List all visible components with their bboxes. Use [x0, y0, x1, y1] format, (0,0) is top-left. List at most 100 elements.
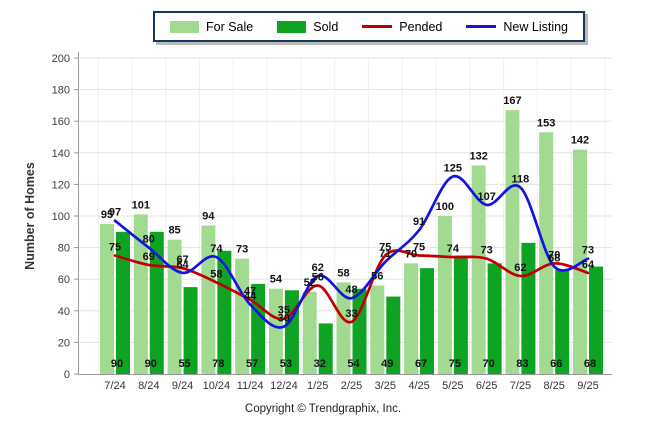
svg-text:75: 75: [449, 358, 461, 370]
svg-text:60: 60: [58, 274, 70, 286]
svg-text:35: 35: [278, 305, 290, 317]
svg-text:68: 68: [548, 253, 560, 265]
svg-text:64: 64: [176, 259, 189, 271]
legend-label-new-listing: New Listing: [503, 19, 569, 34]
svg-text:153: 153: [537, 117, 555, 129]
svg-text:94: 94: [202, 210, 215, 222]
svg-text:120: 120: [52, 179, 70, 191]
svg-text:58: 58: [210, 268, 222, 280]
svg-text:33: 33: [345, 308, 357, 320]
svg-text:6/25: 6/25: [476, 380, 497, 392]
svg-text:53: 53: [280, 358, 292, 370]
svg-text:118: 118: [512, 174, 530, 186]
svg-text:62: 62: [514, 262, 526, 274]
svg-text:91: 91: [413, 216, 425, 228]
svg-text:73: 73: [481, 245, 493, 257]
new-listing-swatch: [466, 25, 497, 28]
svg-text:11/24: 11/24: [237, 380, 264, 392]
svg-text:73: 73: [582, 245, 594, 257]
svg-text:1/25: 1/25: [307, 380, 328, 392]
svg-text:74: 74: [447, 243, 460, 255]
svg-text:90: 90: [111, 358, 123, 370]
legend-label-for-sale: For Sale: [206, 19, 254, 34]
svg-text:90: 90: [145, 358, 157, 370]
svg-text:97: 97: [109, 207, 121, 219]
svg-text:58: 58: [337, 267, 349, 279]
svg-text:20: 20: [58, 337, 70, 349]
svg-text:4/25: 4/25: [408, 380, 429, 392]
legend-item-sold: Sold: [277, 20, 338, 34]
svg-text:7/24: 7/24: [104, 380, 125, 392]
svg-text:70: 70: [405, 248, 417, 260]
svg-text:167: 167: [503, 95, 521, 107]
legend-label-sold: Sold: [313, 19, 339, 34]
svg-text:30: 30: [278, 313, 290, 325]
svg-text:132: 132: [469, 150, 487, 162]
svg-text:7/25: 7/25: [510, 380, 531, 392]
svg-text:62: 62: [312, 262, 324, 274]
svg-text:47: 47: [244, 286, 256, 298]
svg-text:55: 55: [178, 358, 190, 370]
svg-text:9/25: 9/25: [577, 380, 598, 392]
svg-text:8/25: 8/25: [544, 380, 565, 392]
legend-item-pended: Pended: [362, 20, 442, 34]
svg-text:160: 160: [52, 116, 70, 128]
svg-text:75: 75: [109, 242, 121, 254]
svg-text:40: 40: [58, 306, 70, 318]
svg-text:70: 70: [548, 249, 560, 261]
svg-text:67: 67: [176, 254, 188, 266]
svg-text:73: 73: [236, 244, 248, 256]
svg-text:48: 48: [345, 284, 357, 296]
svg-text:8/24: 8/24: [138, 380, 159, 392]
sold-swatch: [277, 20, 307, 33]
svg-text:140: 140: [52, 148, 70, 160]
svg-text:44: 44: [244, 290, 257, 302]
svg-text:68: 68: [584, 358, 596, 370]
svg-text:83: 83: [516, 358, 528, 370]
svg-text:12/24: 12/24: [270, 380, 298, 392]
legend-item-new-listing: New Listing: [466, 20, 568, 34]
copyright-text: Copyright © Trendgraphix, Inc.: [244, 403, 402, 415]
svg-text:180: 180: [52, 85, 70, 97]
svg-text:10/24: 10/24: [203, 380, 231, 392]
svg-text:95: 95: [101, 209, 113, 221]
pended-swatch: [362, 25, 393, 28]
svg-text:32: 32: [314, 358, 326, 370]
y-axis-title: Number of Homes: [23, 162, 37, 270]
svg-text:70: 70: [483, 358, 495, 370]
svg-text:56: 56: [312, 272, 324, 284]
svg-text:54: 54: [347, 358, 360, 370]
svg-text:200: 200: [52, 53, 70, 65]
svg-text:85: 85: [168, 225, 180, 237]
svg-text:2/25: 2/25: [341, 380, 362, 392]
svg-text:66: 66: [550, 358, 562, 370]
svg-text:75: 75: [413, 242, 425, 254]
svg-text:75: 75: [379, 242, 391, 254]
svg-text:125: 125: [444, 163, 462, 175]
for-sale-swatch: [170, 20, 199, 33]
svg-text:57: 57: [246, 358, 258, 370]
svg-text:49: 49: [381, 358, 393, 370]
legend-item-for-sale: For Sale: [170, 20, 253, 34]
svg-text:80: 80: [143, 234, 155, 246]
svg-text:74: 74: [210, 243, 223, 255]
svg-text:101: 101: [132, 199, 150, 211]
svg-text:100: 100: [52, 211, 70, 223]
svg-text:5/25: 5/25: [442, 380, 463, 392]
svg-text:0: 0: [64, 369, 70, 381]
svg-text:142: 142: [571, 135, 589, 147]
svg-text:69: 69: [143, 251, 155, 263]
svg-text:54: 54: [270, 274, 283, 286]
svg-text:52: 52: [304, 277, 316, 289]
svg-text:71: 71: [379, 248, 391, 260]
legend-label-pended: Pended: [399, 19, 443, 34]
svg-text:56: 56: [371, 271, 383, 283]
chart-legend: For Sale Sold Pended New Listing: [153, 11, 586, 42]
svg-text:100: 100: [436, 201, 454, 213]
svg-text:3/25: 3/25: [375, 380, 396, 392]
svg-text:9/24: 9/24: [172, 380, 193, 392]
svg-text:107: 107: [477, 191, 495, 203]
svg-text:80: 80: [58, 243, 70, 255]
